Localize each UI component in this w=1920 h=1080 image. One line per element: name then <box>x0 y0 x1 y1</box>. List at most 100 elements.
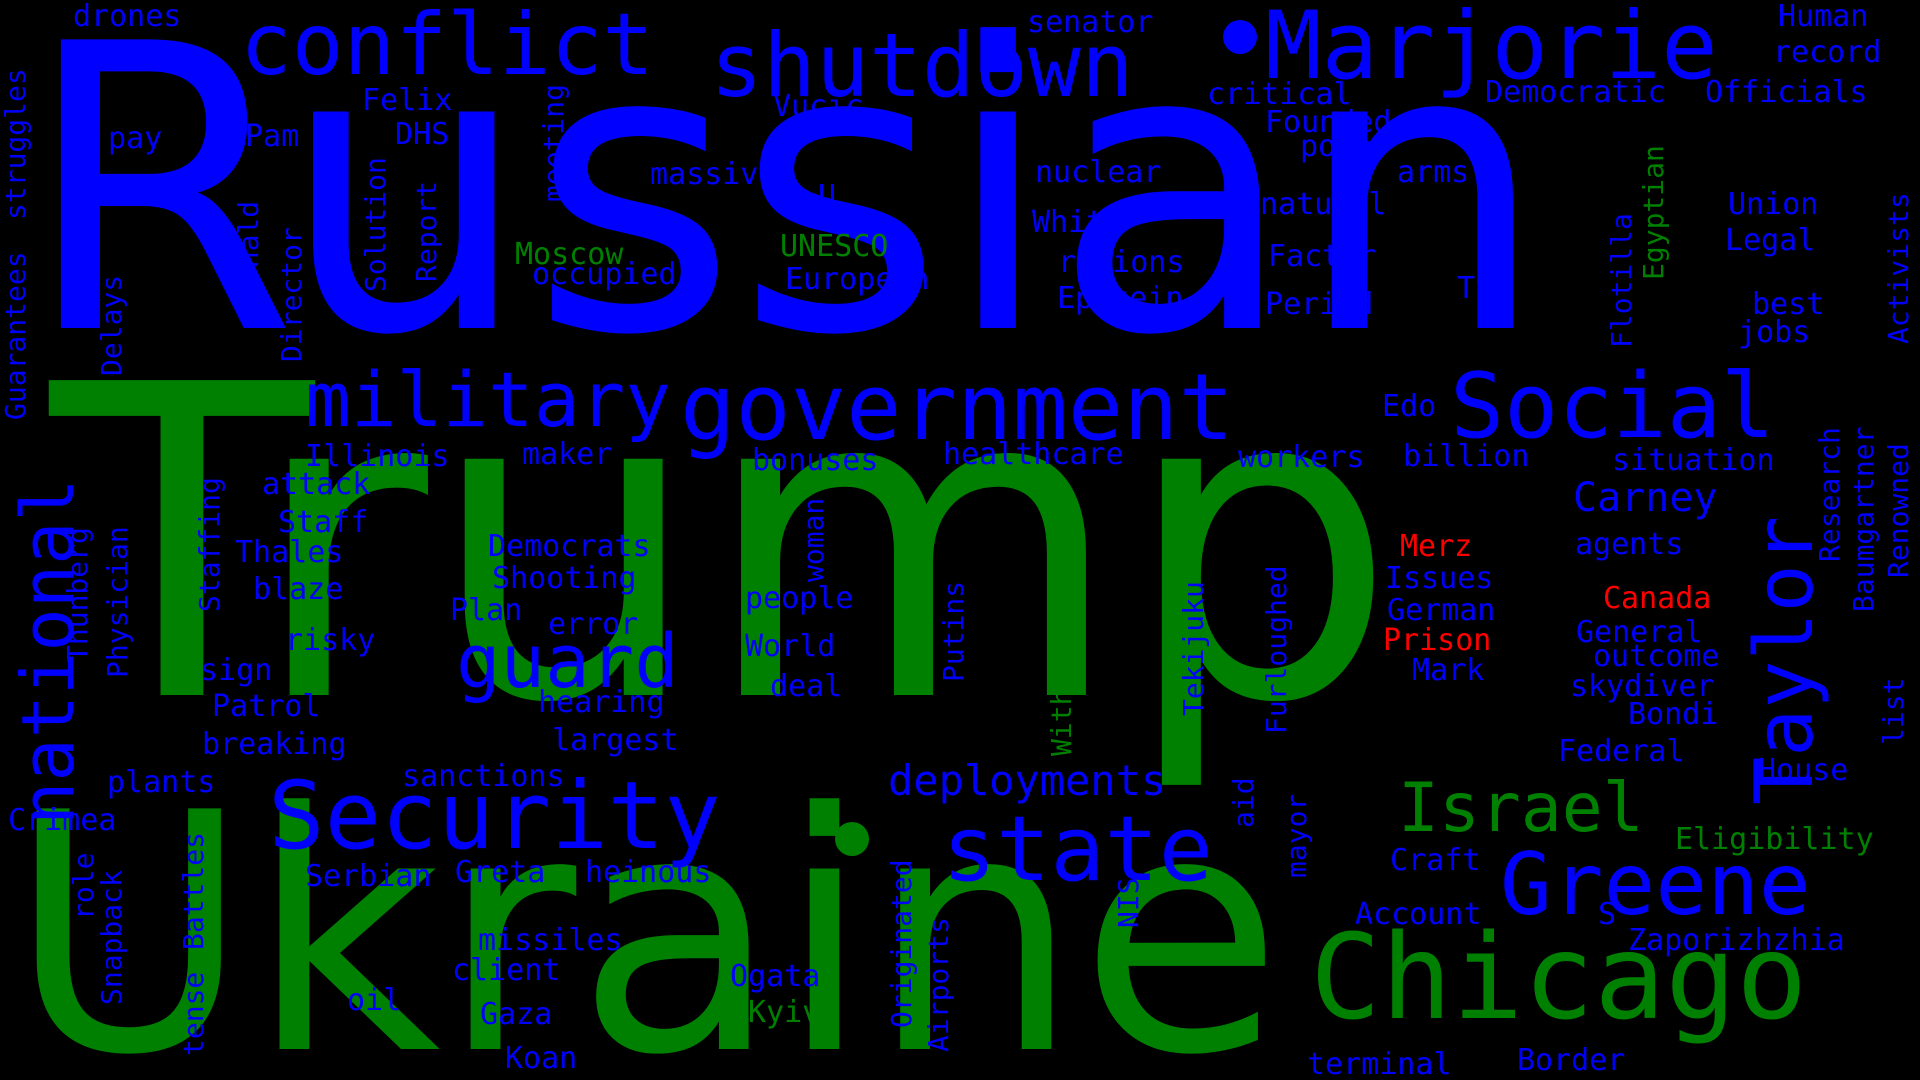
word-felix: Felix <box>362 83 453 118</box>
word-staff: Staff <box>278 505 369 540</box>
word-struggles: struggles <box>0 68 32 220</box>
word-state: state <box>942 797 1213 902</box>
word-issues: Issues <box>1385 561 1494 596</box>
word-blaze: blaze <box>253 572 344 607</box>
word-guarantees: Guarantees <box>0 251 32 420</box>
word-client: client <box>452 953 561 988</box>
word-critical: critical <box>1207 77 1352 112</box>
word-plan: Plan <box>450 593 523 628</box>
word-staffing: Staffing <box>193 477 226 612</box>
word-european: European <box>785 262 930 297</box>
word-sanctions: sanctions <box>402 759 565 794</box>
word-serbian: Serbian <box>305 859 432 894</box>
word-patrol: Patrol <box>212 689 321 724</box>
word-missiles: missiles <box>478 923 623 958</box>
word-zaporizhzhia: Zaporizhzhia <box>1628 923 1845 958</box>
word-agents: agents <box>1575 527 1684 562</box>
word-house: House <box>1758 753 1849 788</box>
word-trump: Trump <box>50 294 1397 797</box>
word-illinois: Illinois <box>305 439 450 474</box>
word-moscow: Moscow <box>515 237 624 272</box>
word-democrats: Democrats <box>488 529 651 564</box>
security-dot <box>835 822 869 856</box>
word-tense: tense <box>177 971 210 1056</box>
word-outcome: outcome <box>1593 639 1720 674</box>
word-attack: attack <box>262 467 371 502</box>
word-shutdown: shutdown <box>710 14 1134 117</box>
word-marjorie: Marjorie <box>1265 0 1718 101</box>
word-occupied: occupied <box>532 257 677 292</box>
word-german: German <box>1387 593 1496 628</box>
word-arms: arms <box>1397 155 1470 190</box>
word-s: S <box>1598 897 1617 932</box>
word-greta: Greta <box>455 855 546 890</box>
word-natural: natural <box>1260 187 1387 222</box>
word-crimea: Crimea <box>8 803 117 838</box>
word-thunberg: Thunberg <box>61 527 94 662</box>
word-mayor: mayor <box>1280 793 1313 878</box>
word-skydiver: skydiver <box>1570 669 1715 704</box>
word-government: government <box>680 354 1234 461</box>
word-nis: NIS <box>1112 877 1145 928</box>
word-meeting: meeting <box>537 83 570 202</box>
word-pay: pay <box>108 121 163 156</box>
word-donald: Donald <box>232 200 265 302</box>
word-role: role <box>67 852 100 920</box>
word-renowned: Renowned <box>1882 443 1915 578</box>
word-drones: drones <box>73 0 182 34</box>
word-canada: Canada <box>1603 581 1712 616</box>
word-delays: Delays <box>95 274 128 376</box>
word-originated: Originated <box>885 859 918 1028</box>
word-workers: workers <box>1238 440 1365 475</box>
word-regions: regions <box>1058 245 1185 280</box>
word-guard: guard <box>456 619 679 705</box>
word-report: Report <box>410 180 443 282</box>
word-white: White <box>1032 205 1123 240</box>
word-legal: Legal <box>1725 223 1816 258</box>
word-kyiv: Kyiv <box>748 995 821 1030</box>
word-general: General <box>1576 615 1703 650</box>
word-tsx: TSX <box>1457 271 1512 306</box>
word-oil: oil <box>347 983 402 1018</box>
word-jobs: jobs <box>1738 315 1811 350</box>
word-merz: Merz <box>1400 529 1473 564</box>
word-russian: Russian <box>22 0 1547 422</box>
word-furloughed: Furloughed <box>1260 565 1293 734</box>
word-epstein: Epstein <box>1057 281 1184 316</box>
word-heinous: heinous <box>585 855 712 890</box>
marjorie-dot <box>1223 20 1257 54</box>
word-border: Border <box>1517 1043 1626 1078</box>
word-terminal: terminal <box>1307 1047 1452 1080</box>
word-u: U <box>818 179 837 214</box>
word-situation: situation <box>1612 443 1775 478</box>
word-physician: Physician <box>101 526 134 678</box>
word-nuclear: nuclear <box>1035 155 1162 190</box>
word-officials: Officials <box>1705 75 1868 110</box>
word-deal: deal <box>770 669 843 704</box>
word-chicago: Chicago <box>1310 908 1808 1046</box>
word-sign: sign <box>200 653 273 688</box>
word-mark: Mark <box>1412 653 1485 688</box>
word-massive: massive <box>650 157 777 192</box>
word-bonuses: bonuses <box>752 443 879 478</box>
word-military: military <box>305 355 672 444</box>
word-craft: Craft <box>1390 843 1481 878</box>
word-healthcare: healthcare <box>943 437 1124 472</box>
word-human: Human <box>1778 0 1869 34</box>
word-hearing: hearing <box>538 685 665 720</box>
word-solution: Solution <box>359 157 392 292</box>
word-ukraine: Ukraine <box>8 743 1283 1080</box>
word-director: Director <box>275 227 308 362</box>
word-best: best <box>1752 287 1825 322</box>
word-list: list <box>1877 677 1910 745</box>
word-error: error <box>548 607 639 642</box>
word-withdrawal: Withdrawal <box>1045 587 1078 756</box>
word-carney: Carney <box>1573 475 1718 521</box>
word-bondi: Bondi <box>1628 697 1719 732</box>
word-pam: Pam <box>245 119 300 154</box>
word-edo: Edo <box>1382 389 1437 424</box>
word-democratic: Democratic <box>1485 75 1666 110</box>
word-senator: senator <box>1027 5 1154 40</box>
word-security: Security <box>268 762 721 871</box>
